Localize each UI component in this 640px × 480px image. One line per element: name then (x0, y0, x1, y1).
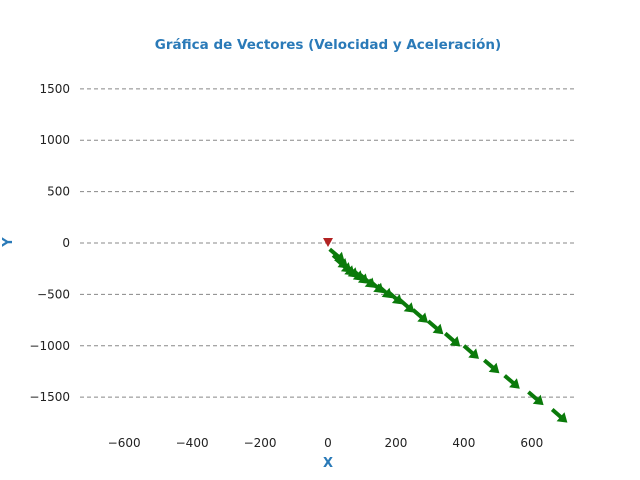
vector-arrow (411, 308, 429, 323)
vector-arrow (398, 298, 415, 313)
vector-arrow (443, 331, 461, 347)
y-tick-label: 1500 (39, 82, 70, 96)
vector-arrow (462, 344, 479, 359)
chart-title: Gráfica de Vectores (Velocidad y Acelera… (155, 37, 501, 53)
y-tick-label: −500 (37, 287, 70, 301)
x-tick-label: −600 (108, 436, 141, 450)
vector-arrow (527, 390, 544, 406)
vector-arrow (483, 358, 500, 374)
y-tick-labels: 1500 1000 500 0 −500 −1000 −1500 (29, 82, 70, 404)
vector-field (328, 247, 568, 423)
x-tick-label: 400 (452, 436, 475, 450)
y-tick-label: 500 (47, 185, 70, 199)
y-tick-label: −1000 (29, 339, 70, 353)
x-tick-label: −200 (244, 436, 277, 450)
x-tick-label: 0 (324, 436, 332, 450)
x-tick-label: −400 (176, 436, 209, 450)
y-tick-label: −1500 (29, 390, 70, 404)
vector-arrow (328, 247, 345, 263)
vector-arrow (550, 408, 568, 423)
origin-marker (323, 238, 333, 247)
x-tick-labels: −600 −400 −200 0 200 400 600 (108, 436, 544, 450)
origin-marker-group (323, 238, 333, 247)
x-tick-label: 600 (520, 436, 543, 450)
vector-arrow (503, 374, 520, 389)
x-axis-label: X (323, 456, 333, 471)
y-tick-label: 1000 (39, 133, 70, 147)
y-tick-label: 0 (62, 236, 70, 250)
y-axis-label: Y (1, 237, 16, 248)
vector-arrow (426, 319, 444, 335)
x-tick-label: 200 (384, 436, 407, 450)
